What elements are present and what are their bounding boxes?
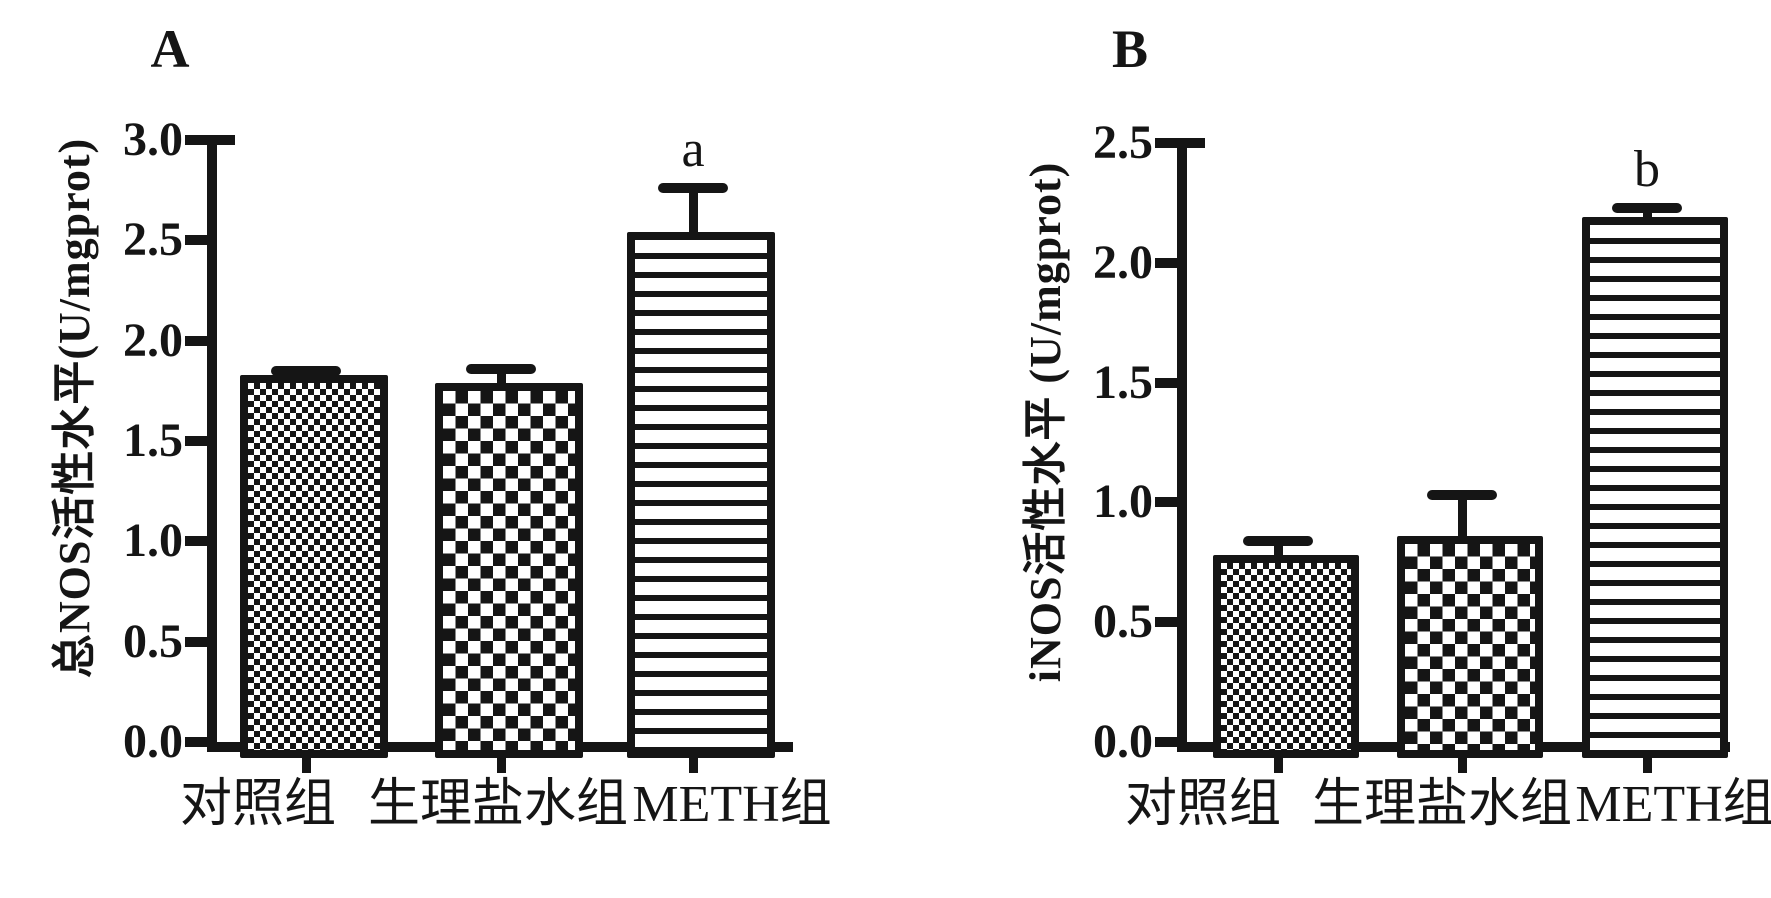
panel-b-y-axis-top-stub [1177, 138, 1205, 148]
panel-b-error-bar-cap-1 [1427, 490, 1497, 501]
panel-b-error-bar-cap-2 [1612, 202, 1682, 213]
panel-b-y-tick-label-0.0: 0.0 [1093, 715, 1153, 768]
panel-b-error-bar-stem-1 [1458, 495, 1467, 542]
panel-a-y-tick-mark-1.0 [185, 536, 207, 547]
panel-a-y-tick-label-1.0: 1.0 [123, 514, 183, 568]
panel-b-y-tick-label-0.5: 0.5 [1093, 595, 1153, 649]
panel-b-x-tick-mark-1 [1458, 752, 1467, 773]
panel-a-y-tick-mark-2.0 [185, 335, 207, 346]
panel-a-bar-2 [627, 232, 775, 758]
panel-a-error-bar-cap-0 [271, 365, 341, 376]
panel-a-y-tick-label-0.5: 0.5 [123, 614, 183, 668]
panel-b-y-tick-label-1.0: 1.0 [1093, 475, 1153, 529]
panel-b-error-bar-stem-0 [1274, 540, 1283, 562]
panel-b-y-tick-label-1.5: 1.5 [1093, 355, 1153, 409]
panel-a-error-bar-stem-2 [689, 188, 698, 239]
panel-a-y-tick-mark-1.5 [185, 436, 207, 446]
panel-b-y-tick-mark-1.0 [1155, 497, 1177, 508]
panel-a-x-tick-mark-0 [302, 752, 311, 773]
panel-a-y-tick-mark-3.0 [185, 135, 207, 145]
panel-a-error-bar-cap-1 [466, 363, 536, 374]
panel-a-bar-1 [435, 382, 583, 758]
panel-a-error-bar-cap-2 [658, 183, 728, 194]
panel-a-title: A [150, 19, 190, 79]
panel-b-y-tick-mark-2.0 [1155, 257, 1177, 268]
panel-a-significance-label-2: a [681, 121, 705, 179]
panel-a-category-label-0: 对照组 [179, 776, 337, 833]
panel-a-y-tick-mark-2.5 [185, 235, 207, 246]
panel-b-y-axis-line [1177, 138, 1187, 752]
panel-a-y-tick-label-2.0: 2.0 [123, 313, 183, 367]
panel-b-bar-1 [1397, 535, 1543, 758]
panel-a-error-bar-stem-1 [497, 368, 506, 389]
panel-b-category-label-0: 对照组 [1124, 776, 1282, 833]
panel-b-x-tick-mark-0 [1274, 752, 1283, 773]
panel-b-significance-label-2: b [1634, 140, 1660, 198]
panel-b-y-tick-label-2.0: 2.0 [1093, 235, 1153, 289]
panel-b-error-bar-stem-2 [1643, 207, 1652, 224]
panel-b-x-tick-mark-2 [1643, 752, 1652, 773]
panel-b-y-tick-label-2.5: 2.5 [1093, 116, 1153, 169]
panel-a-x-tick-mark-2 [689, 752, 698, 773]
panel-a-category-label-2: METH组 [632, 776, 832, 833]
panel-a-y-tick-label-1.5: 1.5 [123, 414, 183, 467]
panel-b-category-label-2: METH组 [1575, 776, 1771, 833]
panel-a-category-label-1: 生理盐水组 [367, 776, 629, 833]
panel-b-y-tick-mark-1.5 [1155, 377, 1177, 388]
panel-b-y-tick-mark-0.0 [1155, 737, 1177, 747]
panel-b-category-label-1: 生理盐水组 [1311, 776, 1573, 833]
panel-a-y-tick-label-0.0: 0.0 [123, 715, 183, 768]
panel-b-y-tick-mark-0.5 [1155, 617, 1177, 628]
panel-b-title: B [1111, 19, 1149, 79]
panel-b-bar-0 [1213, 555, 1359, 758]
panel-b-y-tick-mark-2.5 [1155, 138, 1177, 148]
panel-a-y-axis-top-stub [207, 135, 235, 145]
panel-a-y-tick-label-3.0: 3.0 [123, 113, 183, 166]
panel-a-x-tick-mark-1 [497, 752, 506, 773]
panel-a-y-tick-label-2.5: 2.5 [123, 213, 183, 267]
panel-b-error-bar-cap-0 [1243, 535, 1313, 546]
panel-b-bar-2 [1582, 217, 1728, 758]
panel-a-y-axis-line [207, 135, 217, 752]
panel-a-y-tick-mark-0.0 [185, 737, 207, 747]
panel-a-y-tick-mark-0.5 [185, 636, 207, 647]
panel-a-bar-0 [240, 374, 388, 758]
